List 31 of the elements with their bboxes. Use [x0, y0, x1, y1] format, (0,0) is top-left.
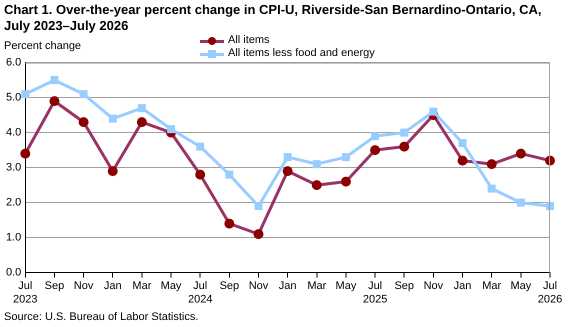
- x-tick-label: May: [336, 280, 357, 292]
- x-tick-label: Jul 2024: [188, 280, 212, 306]
- x-tick-label: Jul 2025: [362, 280, 388, 306]
- x-tick-label: Jan: [454, 280, 472, 292]
- y-tick-label: 5.0: [6, 92, 22, 104]
- x-tick-label: Jan: [104, 280, 122, 292]
- chart-title: Chart 1. Over-the-year percent change in CPI-U, Riverside-San Bernardino-Ontario, CA, July 2023–July 2026: [4, 2, 542, 34]
- x-tick-label: Mar: [482, 280, 502, 292]
- y-tick-label: 6.0: [6, 56, 22, 69]
- y-tick-label: 1.0: [6, 232, 22, 244]
- y-axis-title: Percent change: [4, 40, 82, 52]
- x-tick-label: May: [160, 280, 182, 292]
- x-tick-label: Jul 2026: [538, 280, 562, 306]
- x-tick-label: Nov: [74, 280, 94, 292]
- y-tick-label: 3.0: [6, 162, 22, 174]
- y-tick-label: 4.0: [6, 126, 22, 139]
- x-tick-label: Mar: [132, 280, 152, 292]
- legend-label: All items: [228, 34, 270, 47]
- x-tick-label: May: [510, 280, 532, 292]
- x-tick-label: Nov: [248, 280, 269, 292]
- x-tick-label: Sep: [220, 280, 240, 292]
- y-tick-label: 2.0: [6, 196, 22, 209]
- x-tick-label: Sep: [394, 280, 414, 292]
- x-tick-label: Jul 2023: [13, 280, 38, 306]
- x-tick-label: Jan: [278, 280, 297, 292]
- x-tick-label: Sep: [44, 280, 64, 292]
- x-tick-label: Mar: [307, 280, 327, 292]
- legend-label: All items less food and energy: [228, 47, 375, 60]
- source-note: Source: U.S. Bureau of Labor Statistics.: [4, 311, 198, 323]
- x-tick-label: Nov: [424, 280, 444, 292]
- y-tick-label: 0.0: [6, 266, 22, 279]
